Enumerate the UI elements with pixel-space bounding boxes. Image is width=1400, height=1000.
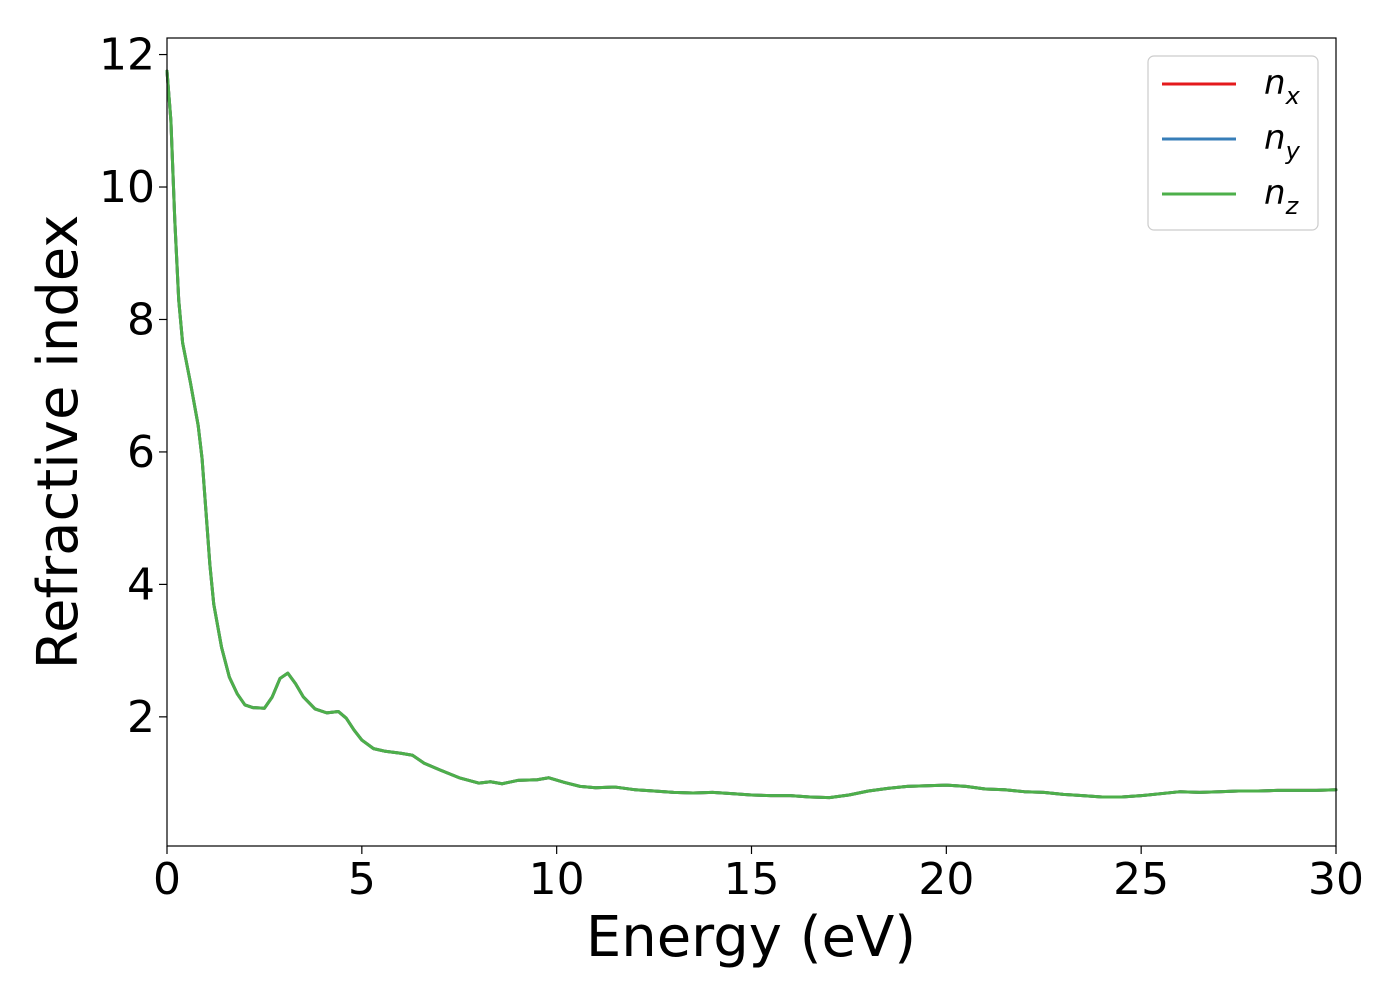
x-tick-label: 30 (1308, 854, 1364, 905)
y-tick-label: 2 (127, 692, 155, 743)
legend-box (1147, 55, 1319, 231)
x-tick-label: 10 (529, 854, 585, 905)
y-tick-label: 12 (99, 30, 155, 81)
y-axis: 2 4 6 8 10 12 (99, 30, 167, 743)
x-tick-label: 20 (918, 854, 974, 905)
y-tick-label: 8 (127, 294, 155, 345)
y-tick-label: 4 (127, 559, 155, 610)
x-tick-label: 15 (724, 854, 780, 905)
y-tick-label: 10 (99, 162, 155, 213)
legend-label-z: nz (1264, 173, 1300, 220)
series-line-n-z (165, 69, 1338, 800)
x-axis: 0 5 10 15 20 25 30 (153, 846, 1364, 905)
x-tick-label: 25 (1113, 854, 1169, 905)
legend-label-x: nx (1264, 63, 1301, 110)
y-axis-title: Refractive index (26, 215, 91, 670)
x-axis-title: Energy (eV) (586, 905, 916, 970)
legend-label-y: ny (1264, 118, 1301, 165)
y-tick-label: 6 (127, 427, 155, 478)
x-tick-label: 0 (153, 854, 181, 905)
legend: nx ny nz (1147, 55, 1319, 231)
x-tick-label: 5 (348, 854, 376, 905)
series-layer (165, 69, 1338, 800)
